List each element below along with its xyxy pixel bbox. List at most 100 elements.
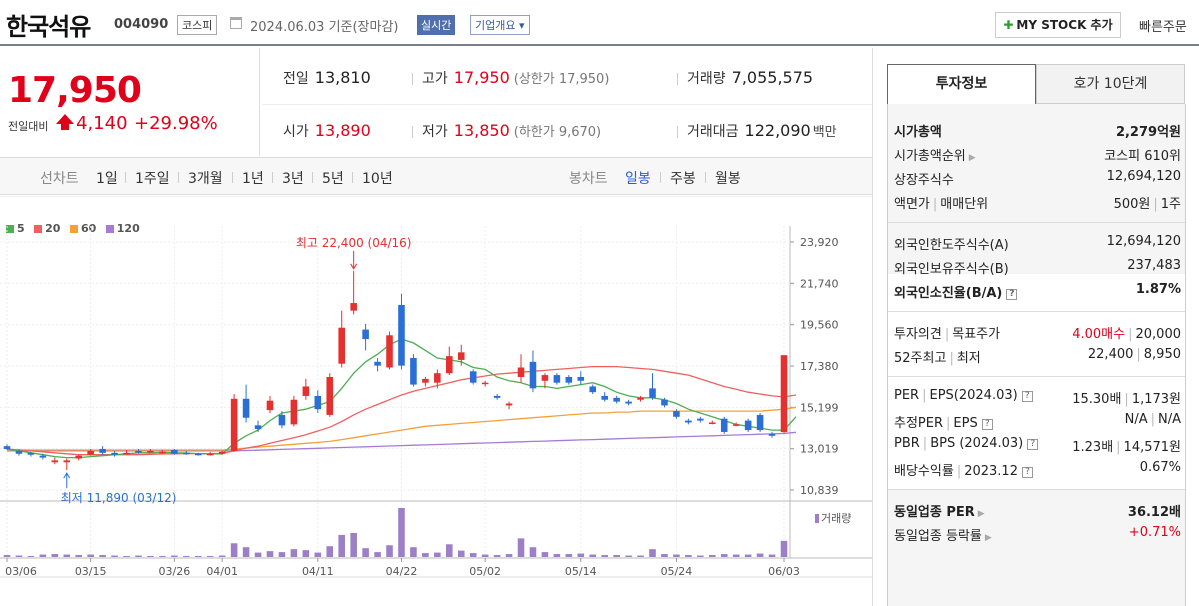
candle-body — [123, 452, 130, 455]
market-cap-rank-value: 코스피 610위 — [1104, 149, 1181, 164]
amount-value: 122,090 — [744, 121, 811, 140]
chart-legend: 5 20 60 120 — [6, 222, 146, 235]
peer-change-value: +0.71% — [1128, 525, 1181, 540]
divider — [412, 126, 413, 138]
period-3y[interactable]: 3년 — [282, 171, 304, 187]
investment-info-panel: 투자정보 호가 10단계 시가총액 2,279억원 시가총액순위 ▶ 코스피 61… — [872, 48, 1199, 606]
volume-bar — [27, 556, 35, 557]
opinion-value: 4.00매수 — [1072, 327, 1126, 342]
candle-body — [183, 452, 190, 455]
volume-bar — [732, 554, 740, 557]
foreign-limit-value: 12,694,120 — [1106, 234, 1181, 249]
candle-body — [457, 352, 465, 360]
period-5y[interactable]: 5년 — [322, 171, 344, 187]
volume-bar — [565, 554, 573, 557]
change-value: 4,140 — [76, 113, 128, 134]
par-value: 500원 — [1113, 197, 1151, 212]
divider — [888, 222, 1185, 223]
candle-body — [685, 420, 692, 423]
quick-order-link[interactable]: 빠른주문 — [1139, 20, 1187, 35]
price-summary: 17,950 전일대비 4,140 +29.98% — [0, 48, 260, 156]
candle-body — [63, 460, 71, 463]
peer-per-row[interactable]: 동일업종 PER ▶ 36.12배 — [894, 498, 1181, 520]
per-value: 15.30배 — [1072, 392, 1122, 407]
volume-bar — [326, 546, 334, 557]
candlestick-svg: 23,920 21,740 19,560 17,380 15,199 13,019 10,8… — [0, 196, 872, 578]
pbr-row: PBR | BPS (2024.03)? 1.23배 | 14,571원 — [894, 436, 1181, 455]
help-icon[interactable]: ? — [1021, 467, 1033, 478]
candle-body — [422, 378, 429, 383]
candle-weekly[interactable]: 주봉 — [670, 171, 696, 187]
candle-body — [601, 395, 608, 400]
legend-ma5: 5 — [6, 222, 25, 235]
volume-bar — [206, 556, 214, 557]
volume-bar — [589, 554, 597, 557]
peer-change-row[interactable]: 동일업종 등락률 ▶ +0.71% — [894, 522, 1181, 544]
foreign-ratio-value: 1.87% — [1135, 282, 1181, 297]
volume-bar — [194, 556, 202, 557]
volume-bar — [613, 555, 620, 557]
y-tick-label: 19,560 — [800, 319, 839, 332]
dividend-label: 배당수익률 — [894, 464, 954, 479]
open-label: 시가 — [283, 124, 309, 140]
market-cap-rank-row[interactable]: 시가총액순위 ▶ 코스피 610위 — [894, 142, 1181, 164]
company-overview-dropdown[interactable]: 기업개요 ▾ — [470, 15, 530, 35]
x-tick-label: 04/01 — [206, 565, 238, 578]
ma20-line — [6, 365, 797, 456]
divider — [888, 489, 1185, 490]
tab-order-book[interactable]: 호가 10단계 — [1036, 64, 1185, 104]
period-3m[interactable]: 3개월 — [188, 171, 223, 187]
high-arrow-head — [350, 263, 358, 270]
add-mystock-button[interactable]: ✚ MY STOCK 추가 — [995, 12, 1121, 38]
low-value: 13,850 — [453, 121, 510, 140]
foreign-hold-label: 외국인보유주식수(B) — [894, 262, 1009, 277]
volume-bar — [708, 555, 716, 557]
tab-investment-info[interactable]: 투자정보 — [887, 64, 1036, 104]
volume-bar — [625, 555, 632, 557]
foreign-limit-row: 외국인한도주식수(A) 12,694,120 — [894, 231, 1181, 253]
volume-bar — [685, 555, 692, 557]
prev-close: 전일 13,810 — [283, 68, 371, 88]
volume-bar — [362, 548, 369, 557]
y-tick-label: 23,920 — [800, 236, 839, 249]
high-price: 고가 17,950 (상한가 17,950) — [422, 68, 609, 88]
add-mystock-label: MY STOCK 추가 — [1016, 18, 1113, 32]
candle-body — [278, 414, 286, 426]
help-icon[interactable]: ? — [1027, 439, 1039, 450]
market-cap-label: 시가총액 — [894, 125, 942, 140]
period-1y[interactable]: 1년 — [242, 171, 264, 187]
plus-icon: ✚ — [1003, 18, 1014, 32]
candle-daily[interactable]: 일봉 — [625, 171, 651, 187]
price-chart[interactable]: 5 20 60 120 23,920 21,740 19,560 17,380 15,1… — [0, 196, 872, 606]
volume-bar — [661, 554, 668, 557]
candle-body — [147, 450, 154, 453]
candle-body — [218, 451, 226, 454]
candle-body — [266, 400, 274, 411]
period-10y[interactable]: 10년 — [362, 171, 393, 187]
help-icon[interactable]: ? — [1006, 289, 1018, 300]
volume-bar — [111, 555, 118, 557]
candle-body — [302, 386, 310, 396]
candle-body — [446, 356, 453, 374]
candle-monthly[interactable]: 월봉 — [715, 171, 741, 187]
realtime-button[interactable]: 실시간 — [417, 15, 456, 35]
volume-bar — [159, 556, 166, 557]
candle-body — [51, 460, 59, 463]
help-icon[interactable]: ? — [1021, 391, 1033, 402]
volume-bar — [637, 555, 644, 557]
x-tick-label: 03/06 — [5, 565, 37, 578]
candle-body — [744, 420, 752, 431]
divider — [705, 172, 706, 183]
period-1d[interactable]: 1일 — [96, 171, 118, 187]
help-icon[interactable]: ? — [981, 419, 993, 430]
candle-body — [386, 335, 393, 368]
dividend-date: 2023.12 — [964, 464, 1018, 479]
low-arrow-head — [63, 472, 71, 479]
candle-body — [469, 371, 477, 383]
x-tick-label: 05/14 — [565, 565, 597, 578]
volume-bar — [242, 547, 250, 557]
volume-bar — [3, 555, 11, 557]
peer-change-label: 동일업종 등락률 — [894, 529, 982, 544]
volume-bar — [481, 554, 489, 557]
period-1w[interactable]: 1주일 — [135, 171, 170, 187]
